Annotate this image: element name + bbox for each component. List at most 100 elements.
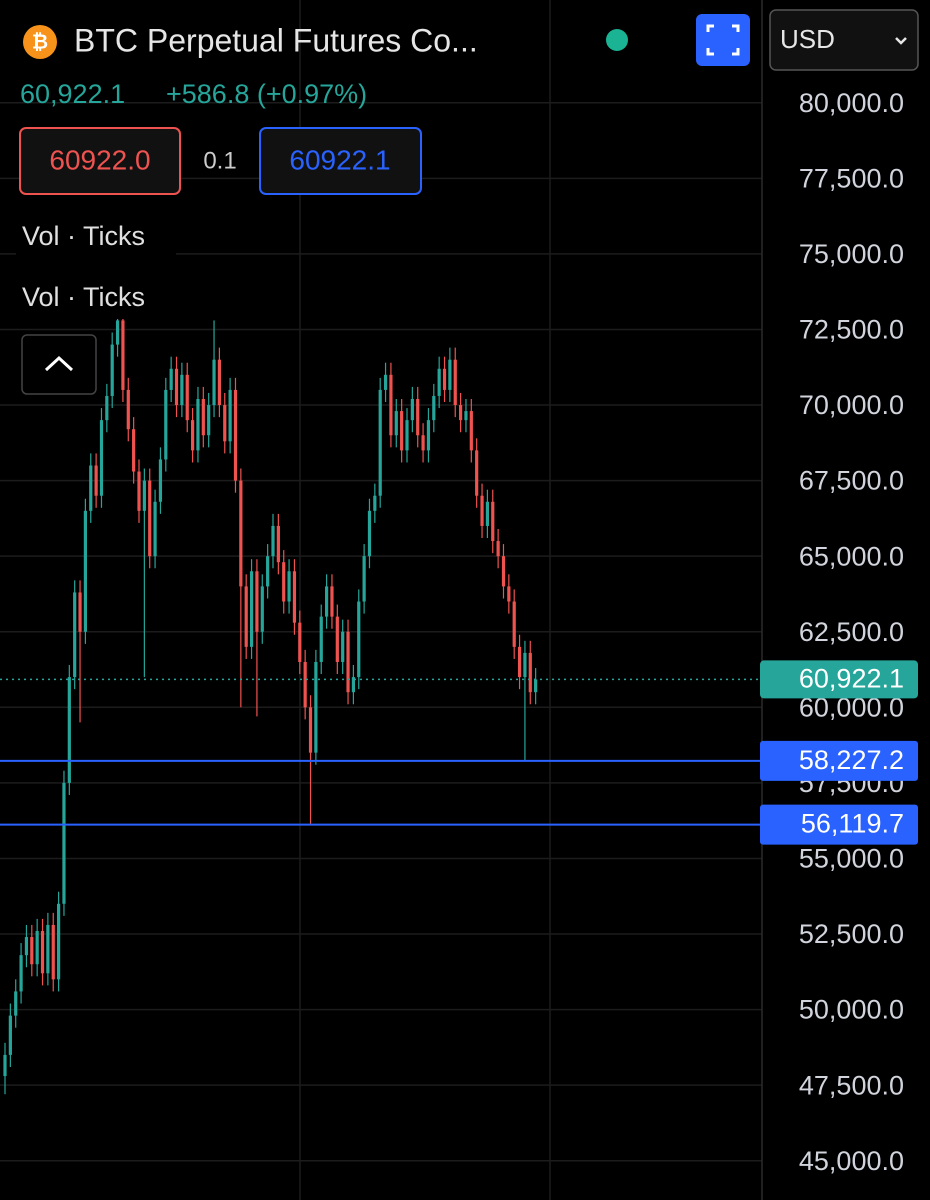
candle-body xyxy=(512,601,516,647)
candle-body xyxy=(24,937,29,956)
candle-body xyxy=(40,930,45,974)
candle-body xyxy=(432,395,436,421)
candle-body xyxy=(3,1054,7,1077)
candle-body xyxy=(180,374,184,406)
y-tick-label: 62,500.0 xyxy=(799,617,904,647)
candle-body xyxy=(62,782,66,904)
candle-body xyxy=(357,601,361,678)
y-tick-label: 55,000.0 xyxy=(799,844,904,874)
last-price: 60,922.1 xyxy=(20,79,125,109)
candle-body xyxy=(132,429,136,472)
candle-body xyxy=(341,631,345,662)
candle-body xyxy=(405,420,409,451)
candle-body xyxy=(351,677,355,693)
candle-body xyxy=(373,495,377,511)
currency-select[interactable] xyxy=(769,9,919,71)
candle-body xyxy=(308,707,313,753)
candle-body xyxy=(207,405,211,436)
candle-body xyxy=(19,955,23,992)
candle-body xyxy=(46,924,50,974)
candle-body xyxy=(442,368,447,390)
candle-body xyxy=(239,480,243,587)
candle-body xyxy=(121,320,125,390)
candle-body xyxy=(287,571,291,602)
fullscreen-button[interactable] xyxy=(696,14,750,66)
candle-body xyxy=(319,616,323,662)
candle-body xyxy=(480,495,484,526)
y-tick-label: 80,000.0 xyxy=(799,88,904,118)
candle-body xyxy=(303,661,307,708)
spread: 0.1 xyxy=(203,147,236,174)
candle-body xyxy=(217,359,221,406)
indicator-label[interactable]: Vol · Ticks xyxy=(22,221,145,251)
y-tick-label: 75,000.0 xyxy=(799,239,904,269)
collapse-button[interactable] xyxy=(21,334,97,395)
candle-body xyxy=(464,411,468,421)
candle-body xyxy=(137,471,141,511)
candle-body xyxy=(164,389,168,460)
candle-body xyxy=(174,368,179,406)
candle-body xyxy=(400,411,404,451)
candle-body xyxy=(30,937,34,965)
candle-body xyxy=(410,398,414,421)
candle-body xyxy=(260,586,264,632)
candle-body xyxy=(110,344,114,396)
y-tick-label: 45,000.0 xyxy=(799,1146,904,1176)
price-line-badge xyxy=(760,740,918,781)
last-price-badge-label: 60,922.1 xyxy=(799,664,904,694)
indicator-label[interactable]: Vol · Ticks xyxy=(22,282,145,312)
candle-body xyxy=(94,465,98,496)
candle-body xyxy=(191,420,195,451)
candle-body xyxy=(212,359,216,406)
candle-body xyxy=(394,411,398,436)
ask-price: 60922.1 xyxy=(289,144,390,175)
candle-body xyxy=(367,510,372,557)
y-tick-label: 50,000.0 xyxy=(799,995,904,1025)
candle-body xyxy=(501,556,506,587)
y-tick-label: 67,500.0 xyxy=(799,466,904,496)
candle-body xyxy=(83,510,87,632)
currency-label: USD xyxy=(780,24,835,54)
candle-body xyxy=(169,368,173,390)
candle-body xyxy=(228,389,232,442)
candle-body xyxy=(475,450,479,496)
candle-body xyxy=(314,661,318,753)
candle-body xyxy=(507,586,511,602)
candle-body xyxy=(196,398,200,451)
y-tick-label: 47,500.0 xyxy=(799,1070,904,1100)
candle-body xyxy=(142,480,146,511)
candle-body xyxy=(14,991,18,1016)
sell-button[interactable] xyxy=(19,127,181,195)
coin-icon xyxy=(23,25,57,59)
candle-body xyxy=(105,395,109,421)
candle-body xyxy=(459,405,463,421)
fullscreen-icon xyxy=(706,24,740,56)
candle-body xyxy=(426,420,431,451)
grid xyxy=(0,0,762,1200)
candle-body xyxy=(378,389,382,496)
candle-body xyxy=(528,652,532,693)
candle-body xyxy=(8,1015,12,1055)
candle-body xyxy=(491,501,495,542)
candle-body xyxy=(346,631,350,693)
candle-body xyxy=(201,398,205,436)
dropdown-caret xyxy=(895,37,907,45)
candle-body xyxy=(233,389,238,481)
buy-button[interactable] xyxy=(259,127,422,195)
candle-body xyxy=(57,903,61,980)
price-axis: 45,000.0 47,500.0 50,000.0 52,500.0 55,000.0… xyxy=(760,88,918,1176)
candle-body xyxy=(469,411,473,451)
candle-body xyxy=(485,501,489,526)
chevron-up xyxy=(44,355,74,372)
price-lines xyxy=(0,678,762,826)
candle-body xyxy=(437,368,441,396)
candle-body xyxy=(67,677,71,783)
indicator-bg xyxy=(16,279,176,319)
status-dot xyxy=(606,29,628,51)
price-line-badge-label: 58,227.2 xyxy=(799,745,904,775)
price-change: +586.8 (+0.97%) xyxy=(166,79,367,109)
candle-body xyxy=(416,398,420,436)
candle-body xyxy=(153,501,157,557)
